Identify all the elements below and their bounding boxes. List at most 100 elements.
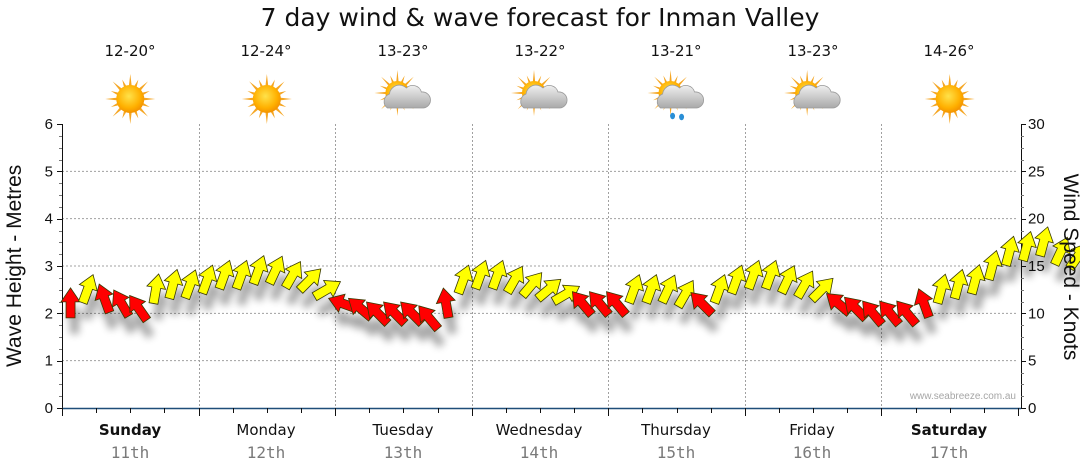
day-temp: 14-26° <box>923 42 975 60</box>
day-label: Tuesday <box>372 421 434 439</box>
wind-arrow <box>690 292 716 318</box>
wind-arrow-shadow <box>593 307 617 334</box>
wind-arrow <box>982 249 1003 282</box>
right-tick-label: 10 <box>1028 305 1045 322</box>
wind-arrow <box>931 273 952 305</box>
wind-arrow-shadow <box>370 318 395 343</box>
wind-arrow-shadow <box>1070 259 1080 287</box>
wind-arrow-shadow <box>610 307 634 334</box>
sun-ray <box>669 70 672 84</box>
wind-arrow <box>60 287 81 319</box>
wind-arrow <box>383 301 409 327</box>
wind-arrow <box>624 273 645 305</box>
cloud-shape <box>520 84 568 109</box>
wind-arrow-shadow <box>848 313 873 338</box>
wind-arrow <box>264 255 286 286</box>
wind-arrow-shadow <box>866 317 890 343</box>
showers-icon <box>647 70 705 121</box>
wind-arrow <box>94 283 115 315</box>
right-tick-label: 5 <box>1028 353 1036 370</box>
sun-ray <box>241 97 255 101</box>
sun-ray <box>961 97 975 101</box>
wind-arrow <box>502 265 525 296</box>
right-tick-label: 20 <box>1028 211 1045 228</box>
sun-ray <box>957 106 968 117</box>
sun-ray <box>112 81 123 92</box>
wind-arrow <box>231 259 252 291</box>
sun-ray <box>532 70 536 84</box>
wind-arrow-shadow <box>133 311 155 339</box>
wind-arrow <box>862 300 886 328</box>
wind-arrow <box>295 268 322 294</box>
rain-drop <box>670 112 676 120</box>
wind-arrow <box>793 270 815 300</box>
wind-arrow-shadow <box>332 310 363 329</box>
wind-arrow <box>760 259 781 291</box>
sun-ray <box>128 74 132 88</box>
wind-arrow-shadow <box>576 307 600 334</box>
wind-arrow-shadow <box>830 309 857 333</box>
wind-arrow <box>197 264 218 296</box>
sun-ray <box>403 76 414 87</box>
cloud-shape <box>383 84 431 109</box>
sun-ray <box>517 76 528 87</box>
sun-ray <box>932 81 943 92</box>
day-temp: 13-22° <box>514 42 566 60</box>
cloud-shape <box>793 84 841 109</box>
sun-ray <box>511 91 525 95</box>
sun-ray <box>948 74 952 88</box>
day-label: Wednesday <box>495 421 583 439</box>
left-tick-label: 3 <box>45 258 53 275</box>
left-tick-label: 4 <box>45 211 53 228</box>
wind-arrow <box>78 273 98 305</box>
wind-arrow <box>965 264 986 296</box>
day-temp: 13-21° <box>650 42 702 60</box>
sun-disc <box>935 85 964 113</box>
sun-ray <box>249 106 260 117</box>
watermark: www.seabreeze.com.au <box>909 391 1016 402</box>
sunny-icon <box>241 74 292 124</box>
wind-arrow <box>641 273 662 305</box>
wind-arrow <box>1065 242 1080 272</box>
right-tick-label: 25 <box>1028 163 1045 180</box>
wind-arrow <box>146 273 167 305</box>
day-label: Sunday <box>98 421 162 439</box>
sun-ray <box>813 76 824 87</box>
wind-arrow <box>470 259 491 291</box>
sun-ray <box>805 70 809 84</box>
day-date: 16th <box>792 443 832 462</box>
sun-ray <box>137 81 148 92</box>
wind-arrow <box>726 264 747 296</box>
sun-ray <box>948 110 952 124</box>
day-label: Saturday <box>910 421 988 439</box>
cloud-shape <box>656 84 705 109</box>
left-tick-label: 6 <box>45 116 53 133</box>
right-tick-label: 0 <box>1028 400 1036 417</box>
wind-arrow <box>657 274 679 305</box>
left-tick-label: 1 <box>45 353 53 370</box>
sun-ray <box>274 106 285 117</box>
wind-arrow <box>913 288 934 320</box>
left-tick-label: 2 <box>45 305 53 322</box>
sun-ray <box>790 76 802 87</box>
wind-arrow <box>129 294 152 324</box>
day-label: Friday <box>789 421 835 439</box>
day-label: Monday <box>236 421 296 439</box>
sun-ray <box>932 106 943 117</box>
sun-ray <box>137 106 148 117</box>
wind-arrow <box>518 272 543 300</box>
sun-ray <box>274 81 285 92</box>
wind-arrow <box>571 291 596 319</box>
wind-arrow <box>999 235 1020 267</box>
wind-arrow <box>743 259 764 291</box>
sun-disc <box>252 85 281 113</box>
day-label: Thursday <box>641 421 711 439</box>
wind-arrow-shadow <box>883 317 907 343</box>
sun-ray <box>381 76 392 87</box>
day-temp: 12-20° <box>104 42 156 60</box>
right-tick-label: 30 <box>1028 116 1045 133</box>
sun-ray <box>924 97 938 101</box>
day-temp: 12-24° <box>240 42 292 60</box>
wind-arrow <box>534 278 562 303</box>
wind-arrow <box>453 264 474 296</box>
